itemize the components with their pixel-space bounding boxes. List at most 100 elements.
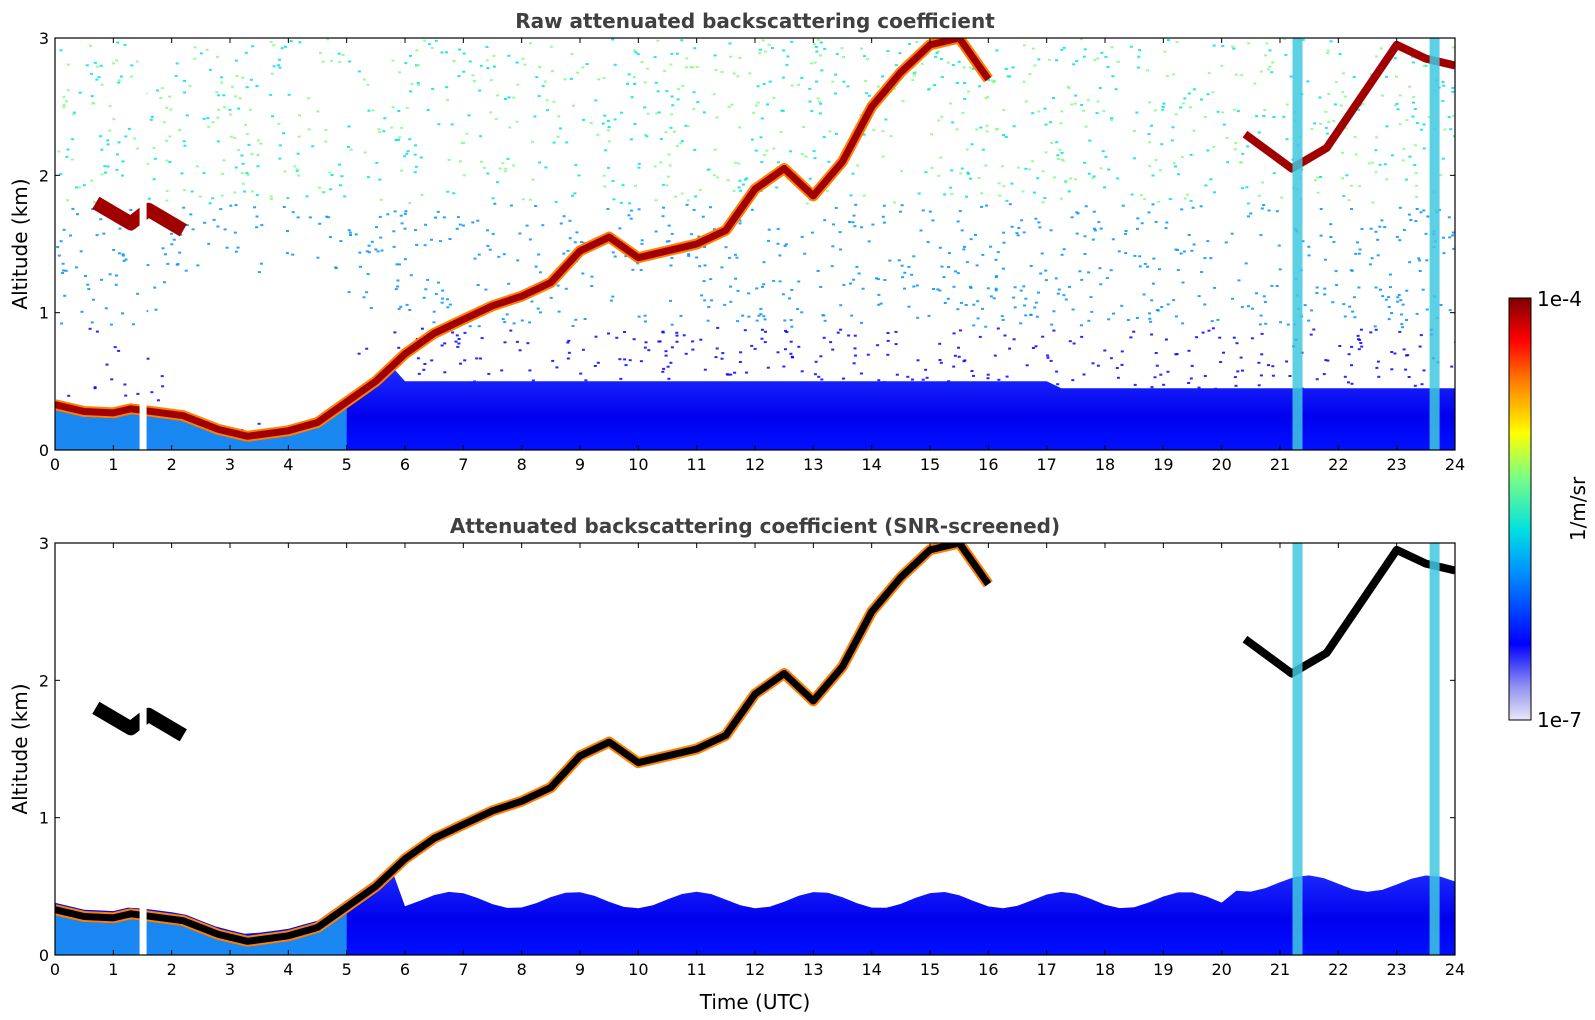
- noise-dot: [1110, 119, 1113, 122]
- noise-dot: [1034, 301, 1038, 304]
- noise-dot: [1310, 127, 1314, 130]
- noise-dot: [363, 78, 366, 81]
- noise-dot: [907, 43, 911, 46]
- x-tick-label: 13: [803, 455, 823, 474]
- y-tick-label: 0: [39, 441, 49, 460]
- noise-dot: [328, 171, 332, 174]
- noise-dot: [398, 136, 401, 139]
- noise-dot: [119, 75, 123, 78]
- noise-dot: [644, 133, 647, 136]
- noise-dot: [154, 308, 158, 311]
- noise-dot: [507, 96, 511, 99]
- noise-dot: [121, 312, 124, 315]
- noise-dot: [216, 55, 219, 58]
- noise-dot: [169, 108, 173, 111]
- noise-dot: [1170, 139, 1174, 142]
- noise-dot: [1031, 347, 1035, 349]
- noise-dot: [339, 184, 342, 187]
- noise-dot: [597, 78, 601, 81]
- noise-dot: [1402, 348, 1406, 351]
- noise-dot: [206, 117, 210, 120]
- noise-dot: [703, 246, 707, 248]
- noise-dot: [457, 342, 461, 345]
- noise-dot: [93, 61, 97, 64]
- noise-dot: [1442, 84, 1446, 87]
- noise-dot: [1412, 101, 1415, 104]
- noise-dot: [476, 284, 480, 286]
- noise-dot: [1360, 345, 1364, 348]
- noise-dot: [1260, 332, 1264, 335]
- noise-dot: [886, 353, 890, 356]
- noise-dot: [217, 108, 221, 111]
- noise-dot: [935, 51, 939, 54]
- noise-dot: [733, 161, 737, 164]
- noise-dot: [422, 296, 426, 299]
- noise-dot: [636, 53, 640, 56]
- noise-dot: [106, 143, 110, 146]
- noise-dot: [1164, 338, 1168, 341]
- noise-dot: [1080, 278, 1084, 281]
- noise-dot: [939, 156, 943, 159]
- noise-dot: [790, 84, 794, 87]
- noise-dot: [164, 253, 167, 256]
- noise-dot: [643, 346, 647, 349]
- noise-dot: [251, 45, 255, 48]
- noise-dot: [744, 178, 747, 181]
- noise-dot: [1271, 61, 1275, 64]
- noise-dot: [882, 204, 886, 207]
- noise-dot: [1200, 98, 1203, 101]
- noise-dot: [415, 243, 419, 246]
- noise-dot: [760, 337, 764, 340]
- noise-dot: [839, 248, 842, 251]
- noise-dot: [1140, 222, 1144, 225]
- noise-dot: [877, 293, 881, 296]
- noise-dot: [1323, 258, 1327, 261]
- noise-dot: [654, 230, 658, 233]
- noise-dot: [438, 240, 442, 243]
- noise-dot: [307, 128, 311, 131]
- noise-dot: [237, 107, 241, 110]
- noise-dot: [216, 225, 220, 228]
- noise-dot: [1181, 102, 1185, 105]
- noise-dot: [1271, 365, 1275, 368]
- noise-dot: [1079, 38, 1083, 41]
- noise-dot: [447, 158, 451, 161]
- noise-dot: [1342, 303, 1346, 306]
- noise-dot: [108, 105, 112, 108]
- noise-dot: [1259, 314, 1263, 317]
- noise-dot: [1379, 288, 1382, 291]
- noise-dot: [680, 192, 684, 195]
- noise-dot: [365, 291, 369, 294]
- noise-dot: [1316, 191, 1320, 194]
- noise-dot: [175, 62, 179, 65]
- noise-dot: [238, 97, 242, 100]
- noise-dot: [1138, 49, 1142, 52]
- noise-dot: [1058, 148, 1062, 151]
- noise-dot: [1153, 376, 1157, 379]
- noise-dot: [1327, 92, 1331, 95]
- noise-dot: [1016, 234, 1020, 237]
- noise-dot: [552, 100, 556, 103]
- noise-dot: [959, 301, 963, 304]
- noise-dot: [1031, 160, 1035, 163]
- noise-dot: [457, 75, 461, 78]
- noise-dot: [1163, 50, 1167, 53]
- x-tick-label: 11: [686, 960, 706, 979]
- noise-dot: [786, 55, 790, 58]
- noise-dot: [785, 63, 789, 66]
- noise-dot: [1021, 190, 1025, 193]
- x-tick-label: 0: [50, 455, 60, 474]
- noise-dot: [976, 317, 980, 320]
- noise-dot: [103, 165, 107, 168]
- noise-dot: [1309, 333, 1313, 336]
- noise-dot: [1390, 368, 1394, 371]
- noise-dot: [838, 231, 842, 234]
- noise-dot: [491, 232, 495, 235]
- noise-dot: [397, 346, 401, 349]
- noise-dot: [1400, 323, 1404, 326]
- noise-dot: [1189, 153, 1193, 156]
- noise-dot: [995, 49, 999, 52]
- noise-dot: [105, 363, 109, 366]
- noise-dot: [1393, 352, 1397, 355]
- noise-dot: [188, 84, 192, 87]
